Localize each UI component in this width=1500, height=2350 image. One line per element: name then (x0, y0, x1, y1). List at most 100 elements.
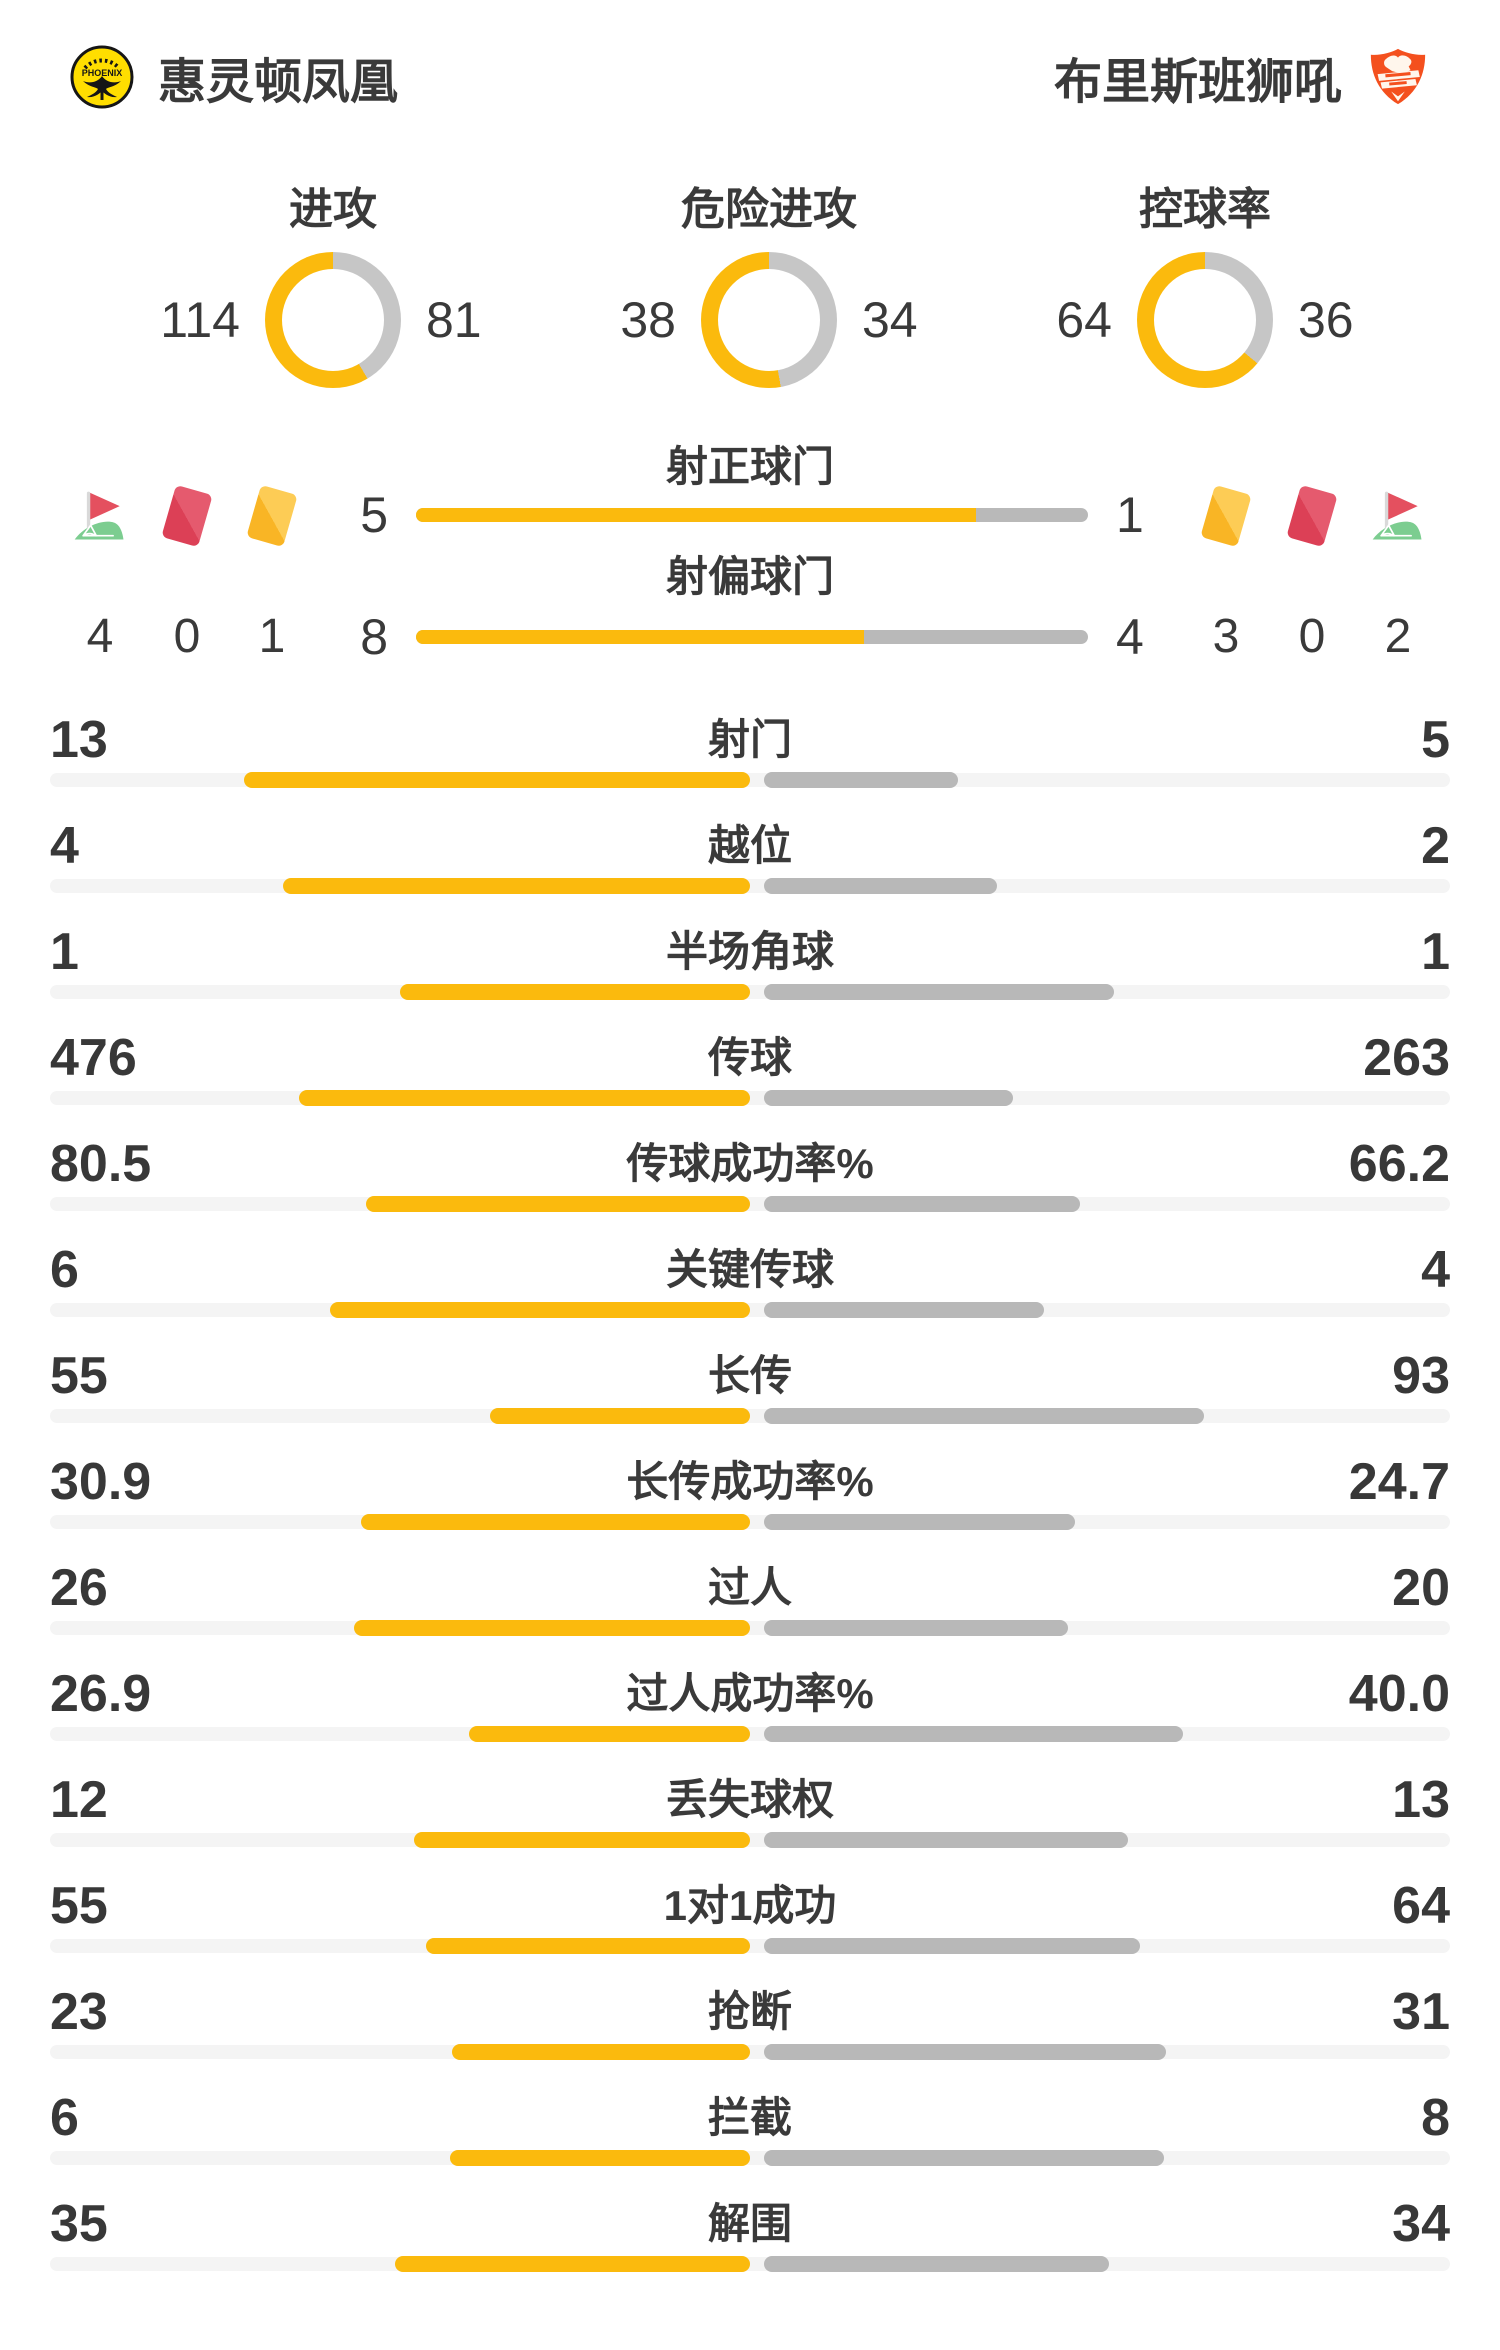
stat-row-long-ball-success: 30.9 长传成功率% 24.7 (0, 1447, 1500, 1531)
attacks-away-value: 81 (426, 292, 482, 348)
shots-off-target-away-value: 4 (1116, 609, 1144, 665)
stat-home-value: 6 (50, 2089, 79, 2147)
stat-bar (50, 1620, 1450, 1636)
stat-away-value: 34 (1392, 2195, 1450, 2253)
stat-label: 抢断 (707, 1988, 792, 2035)
stat-home-value: 55 (50, 1877, 108, 1935)
shots-on-target-home-value: 5 (360, 487, 388, 543)
home-corner-flag-icon (68, 484, 132, 548)
stat-away-value: 5 (1421, 711, 1450, 769)
stat-bar (50, 984, 1450, 1000)
home-yellow-cards-count: 1 (258, 610, 286, 663)
stat-home-value: 476 (50, 1029, 137, 1087)
stat-label: 射门 (707, 716, 792, 763)
home-red-cards-count: 0 (173, 610, 201, 663)
stat-bar (50, 2256, 1450, 2272)
stat-home-value: 35 (50, 2195, 108, 2253)
stat-away-value: 13 (1392, 1771, 1450, 1829)
stat-bar (50, 1196, 1450, 1212)
stat-home-value: 12 (50, 1771, 108, 1829)
stat-home-value: 13 (50, 711, 108, 769)
shots-off-target-bar (416, 630, 1088, 644)
stat-bar (50, 1408, 1450, 1424)
stat-row-offsides: 4 越位 2 (0, 811, 1500, 895)
stat-label: 传球 (707, 1034, 792, 1081)
stat-bar (50, 1832, 1450, 1848)
dangerous-attacks-donut-chart (701, 252, 837, 388)
attacks-home-value: 114 (160, 292, 240, 348)
stat-bar (50, 1514, 1450, 1530)
stat-label: 拦截 (707, 2094, 792, 2141)
away-red-card-icon (1280, 484, 1344, 548)
donut-title-attacks: 进攻 (289, 185, 377, 234)
wellington-phoenix-logo-icon: PHOENIX (70, 45, 134, 109)
stat-bar (50, 2044, 1450, 2060)
stat-row-passes: 476 传球 263 (0, 1023, 1500, 1107)
stat-label: 丢失球权 (665, 1776, 834, 1823)
stat-row-long-balls: 55 长传 93 (0, 1341, 1500, 1425)
away-team-name: 布里斯班狮吼 (1053, 56, 1342, 109)
brisbane-roar-logo-icon (1370, 48, 1426, 105)
stat-label: 过人 (707, 1564, 792, 1611)
stat-row-duels-won: 55 1对1成功 64 (0, 1871, 1500, 1955)
home-team-name: 惠灵顿凤凰 (158, 56, 399, 109)
shots-on-target-bar (416, 508, 1088, 522)
possession-donut-chart (1137, 252, 1273, 388)
stat-row-possession-lost: 12 丢失球权 13 (0, 1765, 1500, 1849)
possession-home-value: 64 (1056, 292, 1112, 348)
stat-row-dribble-success: 26.9 过人成功率% 40.0 (0, 1659, 1500, 1743)
donut-title-possession: 控球率 (1139, 185, 1271, 234)
stat-row-key-passes: 6 关键传球 4 (0, 1235, 1500, 1319)
stat-label: 过人成功率% (626, 1670, 874, 1717)
donut-title-dangerous-attacks: 危险进攻 (681, 185, 857, 234)
stat-home-value: 30.9 (50, 1453, 152, 1511)
stat-away-value: 31 (1392, 1983, 1450, 2041)
away-red-cards-count: 0 (1298, 610, 1326, 663)
stat-home-value: 26.9 (50, 1665, 152, 1723)
dangerous-attacks-away-value: 34 (862, 292, 918, 348)
possession-away-value: 36 (1298, 292, 1354, 348)
away-yellow-cards-count: 3 (1212, 610, 1240, 663)
stat-label: 关键传球 (665, 1246, 834, 1293)
stat-row-half-corners: 1 半场角球 1 (0, 917, 1500, 1001)
home-corners-count: 4 (86, 610, 114, 663)
attacks-donut-chart (265, 252, 401, 388)
stat-home-value: 23 (50, 1983, 108, 2041)
stat-home-value: 1 (50, 923, 79, 981)
stat-label: 越位 (707, 822, 792, 869)
away-corner-flag-icon (1366, 484, 1430, 548)
stat-row-clearances: 35 解围 34 (0, 2189, 1500, 2273)
dangerous-attacks-home-value: 38 (620, 292, 676, 348)
shots-off-target-label: 射偏球门 (665, 553, 834, 600)
stat-away-value: 263 (1363, 1029, 1450, 1087)
stat-away-value: 20 (1392, 1559, 1450, 1617)
stat-home-value: 26 (50, 1559, 108, 1617)
svg-text:PHOENIX: PHOENIX (82, 68, 123, 78)
home-red-card-icon (155, 484, 219, 548)
stat-home-value: 6 (50, 1241, 79, 1299)
shots-on-target-away-value: 1 (1116, 487, 1144, 543)
stat-bar (50, 1938, 1450, 1954)
stat-away-value: 2 (1421, 817, 1450, 875)
stat-away-value: 1 (1421, 923, 1450, 981)
stat-home-value: 4 (50, 817, 79, 875)
stat-row-tackles: 23 抢断 31 (0, 1977, 1500, 2061)
stat-away-value: 40.0 (1348, 1665, 1450, 1723)
stat-row-dribbles: 26 过人 20 (0, 1553, 1500, 1637)
stat-label: 1对1成功 (663, 1882, 837, 1929)
stat-away-value: 24.7 (1348, 1453, 1450, 1511)
stat-bar (50, 1302, 1450, 1318)
stat-row-pass-success: 80.5 传球成功率% 66.2 (0, 1129, 1500, 1213)
stat-bar (50, 1726, 1450, 1742)
stat-bar (50, 878, 1450, 894)
away-team-header: 布里斯班狮吼 (1054, 45, 1430, 109)
home-team-header: PHOENIX 惠灵顿凤凰 (70, 45, 398, 109)
stat-away-value: 64 (1392, 1877, 1450, 1935)
shots-on-target-label: 射正球门 (665, 443, 834, 490)
stat-label: 半场角球 (665, 928, 834, 975)
stat-row-interceptions: 6 拦截 8 (0, 2083, 1500, 2167)
stat-away-value: 66.2 (1348, 1135, 1450, 1193)
shots-off-target-home-value: 8 (360, 609, 388, 665)
stat-row-shots: 13 射门 5 (0, 705, 1500, 789)
